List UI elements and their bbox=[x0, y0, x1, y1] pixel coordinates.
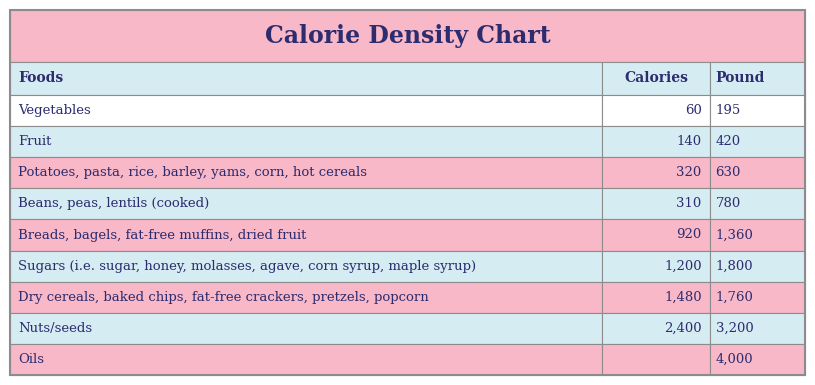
Text: 420: 420 bbox=[716, 135, 741, 148]
Bar bbox=[602, 313, 710, 344]
Text: Breads, bagels, fat-free muffins, dried fruit: Breads, bagels, fat-free muffins, dried … bbox=[18, 229, 306, 241]
Text: Oils: Oils bbox=[18, 353, 44, 366]
Text: 140: 140 bbox=[676, 135, 702, 148]
Bar bbox=[602, 251, 710, 282]
Bar bbox=[710, 251, 805, 282]
Bar bbox=[602, 188, 710, 219]
Text: 4,000: 4,000 bbox=[716, 353, 753, 366]
Bar bbox=[10, 62, 602, 95]
Bar bbox=[10, 344, 602, 375]
Text: Calorie Density Chart: Calorie Density Chart bbox=[265, 24, 550, 48]
Text: Vegetables: Vegetables bbox=[18, 104, 90, 117]
Bar bbox=[602, 344, 710, 375]
Bar bbox=[10, 157, 602, 188]
Bar bbox=[602, 62, 710, 95]
Bar bbox=[10, 282, 602, 313]
Bar bbox=[710, 219, 805, 251]
Bar bbox=[10, 126, 602, 157]
Text: Dry cereals, baked chips, fat-free crackers, pretzels, popcorn: Dry cereals, baked chips, fat-free crack… bbox=[18, 291, 429, 304]
Text: Calories: Calories bbox=[624, 72, 688, 85]
Text: 1,200: 1,200 bbox=[664, 259, 702, 273]
Text: 320: 320 bbox=[676, 166, 702, 179]
Text: 1,760: 1,760 bbox=[716, 291, 754, 304]
Bar bbox=[710, 157, 805, 188]
Bar bbox=[10, 251, 602, 282]
Text: 1,480: 1,480 bbox=[664, 291, 702, 304]
Bar bbox=[602, 126, 710, 157]
Bar bbox=[602, 282, 710, 313]
Text: Fruit: Fruit bbox=[18, 135, 51, 148]
Bar bbox=[602, 219, 710, 251]
Bar bbox=[602, 95, 710, 126]
Bar bbox=[10, 313, 602, 344]
Bar bbox=[10, 188, 602, 219]
Text: 60: 60 bbox=[685, 104, 702, 117]
Text: Potatoes, pasta, rice, barley, yams, corn, hot cereals: Potatoes, pasta, rice, barley, yams, cor… bbox=[18, 166, 367, 179]
Bar bbox=[602, 157, 710, 188]
Text: 920: 920 bbox=[676, 229, 702, 241]
Bar bbox=[710, 282, 805, 313]
Bar bbox=[10, 95, 602, 126]
Text: 1,800: 1,800 bbox=[716, 259, 753, 273]
Bar bbox=[710, 313, 805, 344]
Bar bbox=[710, 126, 805, 157]
Bar bbox=[710, 344, 805, 375]
Text: Pound: Pound bbox=[716, 72, 765, 85]
Text: 3,200: 3,200 bbox=[716, 322, 753, 335]
Bar bbox=[10, 219, 602, 251]
Text: 2,400: 2,400 bbox=[664, 322, 702, 335]
Text: Beans, peas, lentils (cooked): Beans, peas, lentils (cooked) bbox=[18, 198, 209, 210]
Bar bbox=[10, 10, 805, 62]
Text: Foods: Foods bbox=[18, 72, 64, 85]
Bar bbox=[710, 62, 805, 95]
Text: Sugars (i.e. sugar, honey, molasses, agave, corn syrup, maple syrup): Sugars (i.e. sugar, honey, molasses, aga… bbox=[18, 259, 476, 273]
Bar bbox=[710, 95, 805, 126]
Text: 630: 630 bbox=[716, 166, 741, 179]
Text: 1,360: 1,360 bbox=[716, 229, 754, 241]
Text: 310: 310 bbox=[676, 198, 702, 210]
Text: 780: 780 bbox=[716, 198, 741, 210]
Text: 195: 195 bbox=[716, 104, 741, 117]
Text: Nuts/seeds: Nuts/seeds bbox=[18, 322, 92, 335]
Bar bbox=[710, 188, 805, 219]
